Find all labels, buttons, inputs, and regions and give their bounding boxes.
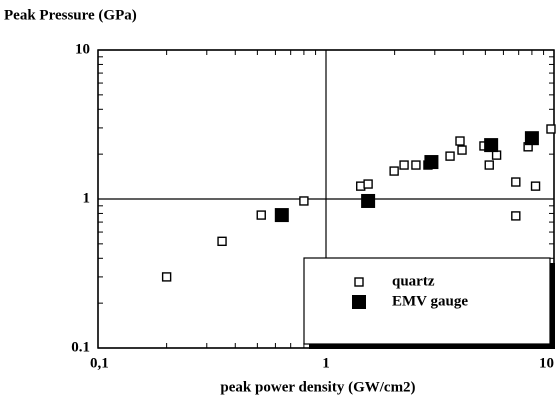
legend-label: quartz: [392, 273, 435, 289]
point: [524, 131, 539, 146]
point: [389, 166, 399, 176]
point: [484, 160, 494, 170]
chart-title: Peak Pressure (GPa): [4, 7, 137, 23]
point: [161, 272, 172, 282]
point: [511, 211, 521, 221]
x-tick-label: 10: [539, 355, 554, 371]
point: [217, 236, 227, 247]
point: [274, 208, 289, 223]
x-tick-label: 0,1: [90, 355, 109, 371]
legend-marker: [352, 295, 366, 309]
point: [491, 150, 502, 160]
legend: [303, 257, 551, 345]
point: [361, 193, 376, 208]
legend-marker: [354, 277, 364, 287]
point: [424, 155, 439, 170]
point: [299, 196, 309, 206]
x-tick-label: 1: [322, 355, 330, 371]
point: [457, 145, 467, 155]
x-axis-label: peak power density (GW/cm2): [220, 379, 415, 395]
point: [530, 181, 541, 191]
point: [363, 179, 373, 189]
y-tick-label: 0.1: [71, 339, 90, 355]
legend-label: EMV gauge: [392, 293, 468, 309]
point: [445, 151, 455, 161]
point: [399, 160, 409, 170]
point: [256, 210, 266, 220]
point: [511, 177, 521, 187]
y-tick-label: 10: [75, 41, 90, 57]
point: [546, 124, 556, 134]
point: [484, 138, 499, 153]
point: [455, 136, 465, 146]
point: [411, 160, 421, 170]
y-tick-label: 1: [83, 190, 91, 206]
